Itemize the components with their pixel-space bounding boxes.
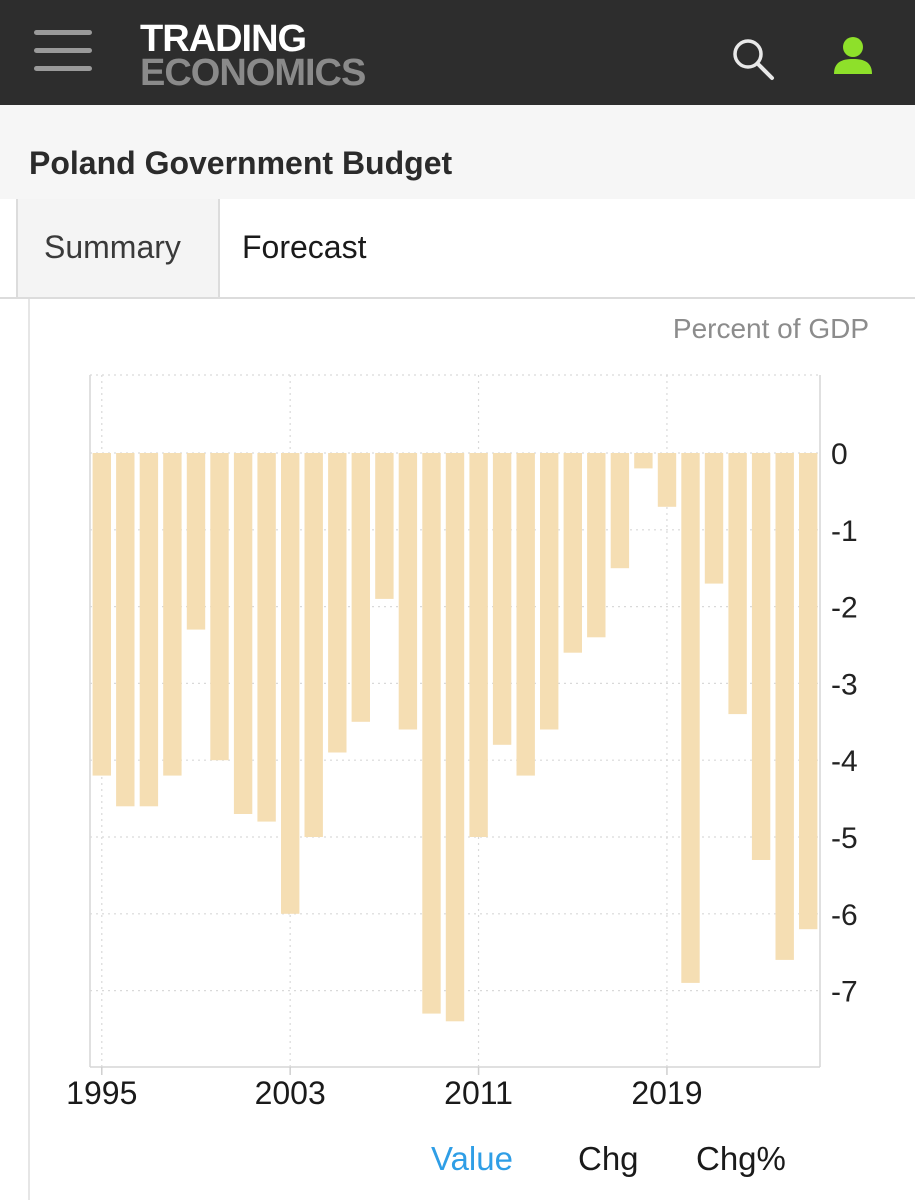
tab-summary-label: Summary	[44, 229, 181, 265]
bar-1998	[163, 453, 182, 776]
y-tick-label: -3	[831, 668, 858, 701]
tab-forecast[interactable]: Forecast	[218, 199, 518, 297]
bar-2023	[751, 453, 771, 860]
bar-2000	[210, 453, 229, 761]
title-bar: Poland Government Budget	[0, 105, 915, 201]
bar-2001	[233, 453, 253, 814]
x-tick-label: 2003	[255, 1075, 326, 1111]
bar-2021	[704, 453, 724, 584]
bar-2009	[422, 453, 441, 1014]
y-tick-label: -7	[831, 976, 858, 1009]
bar-2022	[728, 453, 747, 715]
page-title: Poland Government Budget	[29, 145, 453, 181]
bar-2020	[681, 453, 700, 983]
bar-2004	[304, 453, 323, 837]
hamburger-menu-icon[interactable]	[34, 28, 92, 74]
user-icon[interactable]	[830, 34, 876, 80]
trading-economics-logo[interactable]: TRADING ECONOMICS	[140, 18, 366, 94]
unit-label: Percent of GDP	[672, 313, 869, 344]
series-tabs: Value Chg Chg%	[0, 1140, 915, 1190]
bar-1995	[92, 453, 111, 776]
bar-2006	[351, 453, 370, 722]
bar-1996	[116, 453, 135, 807]
logo-line-trading: TRADING	[140, 18, 307, 60]
bar-2012	[492, 453, 512, 745]
government-budget-chart: 0 -1 -2 -3 -4 -5 -6 -7 1995 2003 2011 2019	[66, 374, 858, 1111]
search-icon[interactable]	[730, 36, 776, 82]
y-tick-label: 0	[831, 438, 848, 471]
bar-2013	[516, 453, 535, 776]
bar-2007	[375, 453, 394, 599]
y-tick-label: -1	[831, 515, 858, 548]
bar-2010	[445, 453, 465, 1022]
y-tick-label: -6	[831, 899, 858, 932]
bar-2008	[398, 453, 418, 730]
series-tab-value[interactable]: Value	[431, 1140, 513, 1177]
x-tick-label: 2011	[444, 1075, 513, 1111]
x-tick-label: 1995	[66, 1075, 137, 1111]
bar-2024	[775, 453, 794, 960]
bar-2025	[799, 453, 818, 930]
series-tab-chg-pct[interactable]: Chg%	[696, 1140, 786, 1177]
tab-summary[interactable]: Summary	[16, 199, 220, 297]
bar-2015	[563, 453, 582, 653]
x-tick-label: 2019	[631, 1075, 702, 1111]
top-bar: TRADING ECONOMICS	[0, 0, 915, 105]
bar-2016	[587, 453, 606, 638]
bar-1999	[186, 453, 206, 630]
bar-2002	[257, 453, 276, 822]
bar-1997	[139, 453, 159, 807]
y-tick-label: -2	[831, 592, 858, 625]
tab-bar: Summary Forecast	[0, 199, 915, 299]
logo-line-economics: ECONOMICS	[140, 52, 366, 94]
series-tab-chg[interactable]: Chg	[578, 1140, 639, 1177]
bar-2003	[281, 453, 300, 914]
bar-2017	[610, 453, 630, 569]
y-tick-label: -5	[831, 822, 858, 855]
bar-2011	[469, 453, 488, 837]
bar-2014	[540, 453, 559, 730]
tab-forecast-label: Forecast	[242, 229, 367, 265]
y-tick-label: -4	[831, 745, 858, 778]
bar-2019	[657, 453, 677, 507]
bar-2005	[328, 453, 347, 753]
bar-2018	[634, 453, 653, 469]
